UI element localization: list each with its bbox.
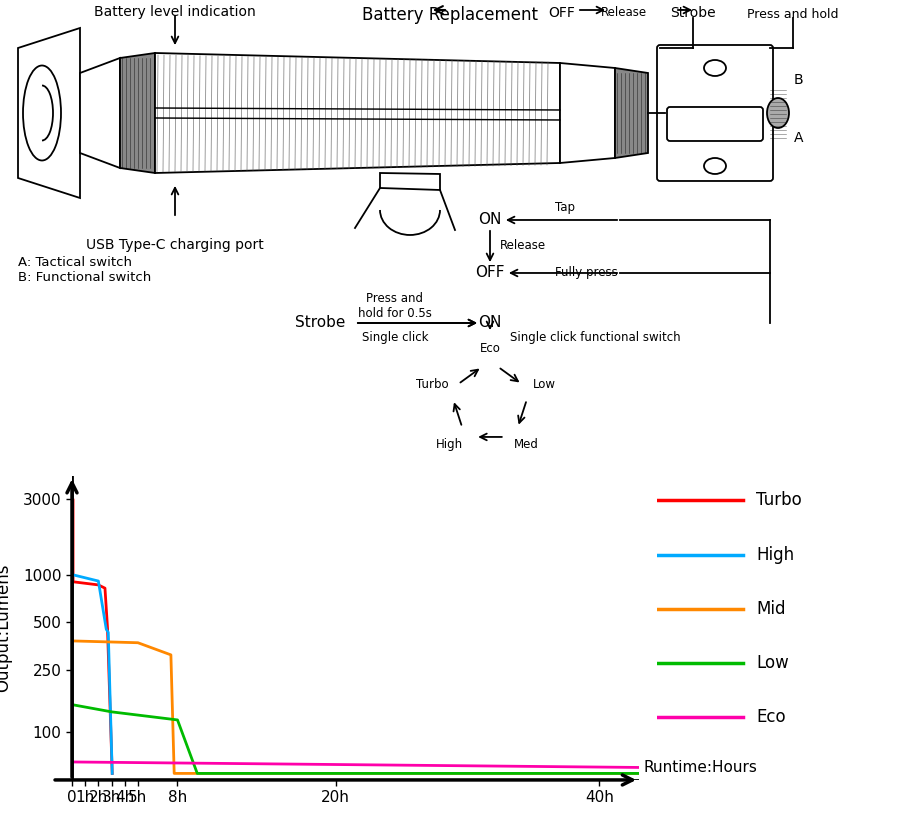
Polygon shape [155, 53, 560, 173]
FancyBboxPatch shape [667, 107, 763, 141]
Text: Turbo: Turbo [756, 492, 802, 510]
Text: Low: Low [533, 378, 555, 392]
Text: Battery Replacement: Battery Replacement [362, 6, 538, 24]
Text: Battery level indication: Battery level indication [94, 5, 256, 19]
Text: Strobe: Strobe [295, 315, 346, 331]
Ellipse shape [23, 66, 61, 160]
Text: Strobe: Strobe [670, 6, 716, 20]
Text: Turbo: Turbo [416, 378, 448, 392]
Text: Press and hold: Press and hold [747, 8, 839, 21]
Text: OFF: OFF [475, 265, 505, 281]
Text: Med: Med [514, 438, 539, 452]
Text: Single click functional switch: Single click functional switch [510, 332, 680, 345]
Text: Low: Low [756, 654, 788, 672]
Y-axis label: Output:Lumens: Output:Lumens [0, 564, 12, 692]
Text: Tap: Tap [555, 201, 575, 214]
Polygon shape [380, 173, 440, 190]
Polygon shape [18, 28, 80, 198]
Text: ON: ON [478, 213, 501, 227]
Text: Single click: Single click [362, 332, 428, 345]
Text: Fully press: Fully press [555, 267, 617, 279]
Text: B: B [794, 73, 804, 87]
FancyBboxPatch shape [657, 45, 773, 181]
Text: A: A [794, 131, 804, 145]
Text: USB Type-C charging port: USB Type-C charging port [86, 238, 264, 252]
Text: Release: Release [500, 240, 546, 253]
Text: A: Tactical switch: A: Tactical switch [18, 256, 132, 269]
Text: Mid: Mid [756, 600, 786, 618]
Text: High: High [436, 438, 463, 452]
Polygon shape [615, 68, 648, 158]
Text: Runtime:Hours: Runtime:Hours [644, 760, 758, 775]
Ellipse shape [767, 98, 789, 128]
Polygon shape [560, 63, 615, 163]
Text: High: High [756, 546, 794, 564]
Ellipse shape [704, 60, 726, 76]
Ellipse shape [704, 158, 726, 174]
Text: Press and
hold for 0.5s: Press and hold for 0.5s [358, 292, 432, 320]
Text: OFF: OFF [549, 6, 575, 20]
Text: B: Functional switch: B: Functional switch [18, 272, 151, 285]
Polygon shape [120, 53, 155, 173]
Polygon shape [80, 58, 120, 168]
Text: Eco: Eco [480, 342, 500, 355]
Text: Eco: Eco [756, 709, 786, 727]
Text: Release: Release [601, 6, 647, 19]
Text: ON: ON [478, 315, 501, 331]
